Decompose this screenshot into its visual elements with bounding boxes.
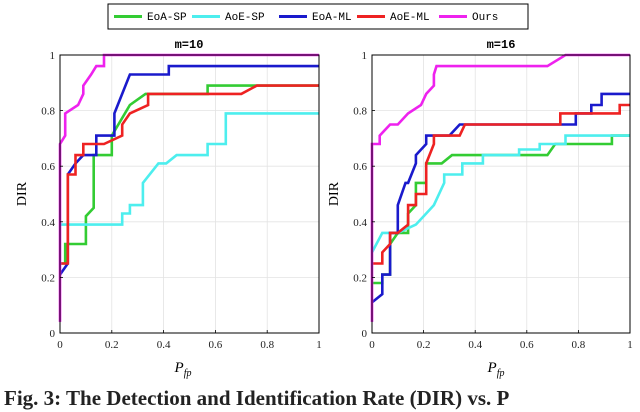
y-tick-label: 0.4 (353, 217, 367, 229)
x-tick-label: 0 (57, 339, 63, 351)
x-axis-label-main: P (487, 360, 497, 376)
y-tick-label: 0.6 (41, 161, 55, 173)
x-tick-label: 0.8 (260, 339, 274, 351)
y-tick-label: 0.2 (41, 272, 55, 284)
figure-caption: Fig. 3: The Detection and Identification… (4, 386, 510, 410)
series-line-ours (370, 53, 630, 322)
x-tick-label: 0.4 (157, 339, 171, 351)
axes-background (372, 55, 630, 333)
chart-title: m=16 (487, 38, 516, 52)
series-line-eoa-ml (371, 92, 630, 304)
x-tick-label: 0.2 (105, 339, 119, 351)
series-line-aoe-ml (372, 103, 630, 265)
y-tick-label: 0 (50, 328, 56, 340)
x-tick-label: 0 (369, 339, 375, 351)
chart-title: m=10 (175, 38, 204, 52)
x-axis-label: Pfp (174, 360, 192, 379)
axes-frame (371, 54, 631, 334)
x-tick-label: 0.2 (417, 339, 431, 351)
subplot-m16: 0 0.2 0.4 0.6 0.8 1 0 0.2 0.4 0.6 0.8 1 m=16 DIR Pf… (327, 38, 633, 379)
y-axis-label: DIR (327, 181, 342, 206)
y-tick-label: 1 (362, 50, 368, 62)
figure: EoA-SP AoE-SP EoA-ML AoE-ML Ours 0 0.2 0.4 0.6 0… (15, 3, 633, 379)
y-tick-label: 0.8 (353, 106, 367, 118)
x-tick-label: 0.8 (572, 339, 586, 351)
series-line-aoe-sp (370, 134, 630, 254)
x-axis-label-main: P (174, 360, 184, 376)
y-tick-label: 0.4 (41, 217, 55, 229)
axes-frame (59, 54, 320, 334)
legend-label-eoa-ml: EoA-ML (312, 12, 352, 24)
axes-background (60, 55, 319, 333)
legend-label-aoe-sp: AoE-SP (225, 12, 265, 24)
x-axis-label: Pfp (487, 360, 505, 379)
legend-label-aoe-ml: AoE-ML (390, 12, 430, 24)
x-axis-label-sub: fp (497, 368, 505, 379)
y-tick-label: 0.2 (353, 272, 367, 284)
x-tick-label: 1 (627, 339, 633, 351)
series-line-aoe-sp (60, 112, 319, 226)
x-tick-label: 1 (316, 339, 322, 351)
x-axis-label-sub: fp (184, 368, 192, 379)
x-tick-label: 0.6 (209, 339, 223, 351)
y-tick-label: 0 (362, 328, 368, 340)
subplot-m10: 0 0.2 0.4 0.6 0.8 1 0 0.2 0.4 0.6 0.8 1 m=10 DIR Pf… (15, 38, 322, 379)
y-axis-label: DIR (15, 181, 30, 206)
y-tick-label: 0.6 (353, 161, 367, 173)
x-tick-label: 0.6 (520, 339, 534, 351)
series-line-aoe-ml (60, 84, 319, 265)
legend-label-ours: Ours (472, 12, 498, 24)
y-tick-label: 0.8 (41, 106, 55, 118)
y-tick-label: 1 (50, 50, 56, 62)
x-tick-label: 0.4 (468, 339, 482, 351)
legend-label-eoa-sp: EoA-SP (147, 12, 187, 24)
series-line-ours (58, 53, 319, 322)
legend: EoA-SP AoE-SP EoA-ML AoE-ML Ours (107, 3, 529, 30)
